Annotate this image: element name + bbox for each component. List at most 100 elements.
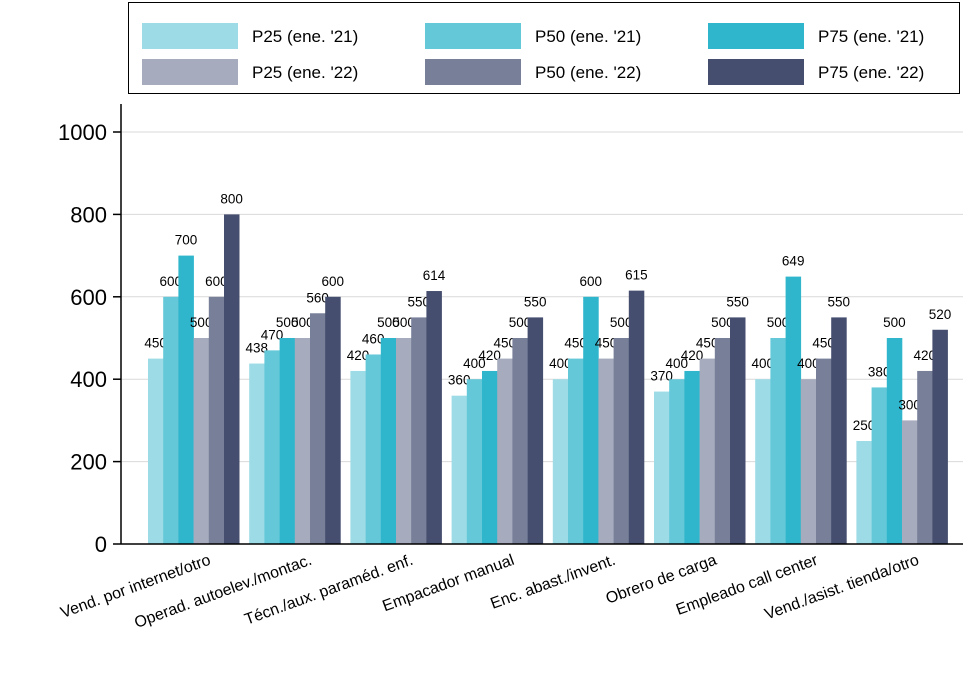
data-label: 420 — [681, 348, 704, 363]
bar — [770, 338, 786, 544]
data-label: 400 — [549, 356, 572, 371]
data-label: 400 — [752, 356, 775, 371]
bar — [583, 296, 599, 544]
bar — [628, 290, 645, 544]
bar — [497, 358, 513, 544]
data-label: 420 — [914, 348, 937, 363]
bar — [613, 338, 630, 544]
data-label: 550 — [408, 294, 431, 309]
data-label: 450 — [812, 336, 835, 351]
bar — [193, 338, 210, 544]
data-label: 438 — [246, 341, 269, 356]
data-label: 800 — [220, 191, 243, 206]
data-label: 500 — [883, 315, 906, 330]
data-label: 420 — [478, 348, 501, 363]
bar — [856, 441, 872, 544]
data-label: 450 — [595, 336, 618, 351]
data-label: 700 — [175, 233, 198, 248]
data-label: 550 — [524, 294, 547, 309]
data-label: 500 — [392, 315, 415, 330]
data-label: 500 — [276, 315, 299, 330]
legend-label: P25 (ene. '21) — [252, 27, 358, 46]
legend-swatch — [142, 59, 238, 85]
bar — [932, 329, 948, 544]
data-label: 600 — [205, 274, 228, 289]
bar — [598, 358, 614, 544]
y-tick-label: 800 — [70, 202, 107, 227]
bar — [714, 338, 731, 544]
data-label: 649 — [782, 254, 805, 269]
legend-label: P75 (ene. '22) — [818, 63, 924, 82]
y-tick-label: 600 — [70, 285, 107, 310]
bar — [902, 420, 918, 544]
bar — [816, 358, 832, 544]
data-label: 460 — [362, 331, 385, 346]
data-label: 380 — [868, 364, 891, 379]
legend-label: P50 (ene. '22) — [535, 63, 641, 82]
bar — [886, 338, 903, 544]
legend — [128, 2, 960, 94]
bar — [451, 395, 468, 544]
data-label: 450 — [564, 336, 587, 351]
bar — [178, 255, 194, 544]
bar — [294, 338, 311, 544]
bar — [264, 350, 280, 544]
bar — [249, 363, 265, 544]
data-label: 500 — [610, 315, 633, 330]
category-label: Técn./aux. paraméd. enf. — [242, 552, 415, 629]
data-label: 300 — [898, 397, 921, 412]
y-tick-label: 0 — [95, 532, 107, 557]
bar — [785, 276, 802, 544]
bar — [482, 370, 498, 544]
data-label: 400 — [797, 356, 820, 371]
data-label: 250 — [853, 418, 876, 433]
bar — [730, 317, 746, 544]
data-label: 450 — [494, 336, 517, 351]
data-label: 450 — [144, 336, 167, 351]
bar — [800, 379, 817, 544]
legend-swatch — [708, 59, 804, 85]
legend-swatch — [142, 23, 238, 49]
data-label: 360 — [448, 373, 471, 388]
data-label: 550 — [726, 294, 749, 309]
bar — [512, 338, 528, 544]
bar — [527, 317, 544, 544]
legend-label: P50 (ene. '21) — [535, 27, 641, 46]
bar — [380, 338, 397, 544]
bar — [350, 370, 366, 544]
bar — [426, 291, 442, 544]
bar — [684, 370, 700, 544]
data-label: 470 — [261, 327, 284, 342]
data-label: 500 — [291, 315, 314, 330]
data-label: 615 — [625, 268, 648, 283]
bar — [310, 313, 326, 544]
y-tick-label: 200 — [70, 450, 107, 475]
data-label: 400 — [463, 356, 486, 371]
bar — [466, 379, 483, 544]
data-label: 600 — [580, 274, 603, 289]
bar — [917, 370, 933, 544]
data-label: 500 — [509, 315, 532, 330]
bar — [148, 358, 164, 544]
bar — [831, 317, 847, 544]
bar — [669, 379, 685, 544]
bar — [755, 379, 771, 544]
legend-label: P75 (ene. '21) — [818, 27, 924, 46]
bar — [871, 387, 888, 544]
legend-swatch — [708, 23, 804, 49]
legend-label: P25 (ene. '22) — [252, 63, 358, 82]
bar — [279, 338, 296, 544]
bar — [325, 296, 341, 544]
legend-swatch — [425, 23, 521, 49]
data-label: 520 — [929, 307, 952, 322]
data-label: 500 — [377, 315, 400, 330]
data-label: 450 — [696, 336, 719, 351]
data-label: 500 — [767, 315, 790, 330]
y-tick-label: 400 — [70, 367, 107, 392]
legend-swatch — [425, 59, 521, 85]
bar — [208, 296, 225, 544]
data-label: 400 — [666, 356, 689, 371]
bar — [568, 358, 584, 544]
bar — [163, 296, 179, 544]
